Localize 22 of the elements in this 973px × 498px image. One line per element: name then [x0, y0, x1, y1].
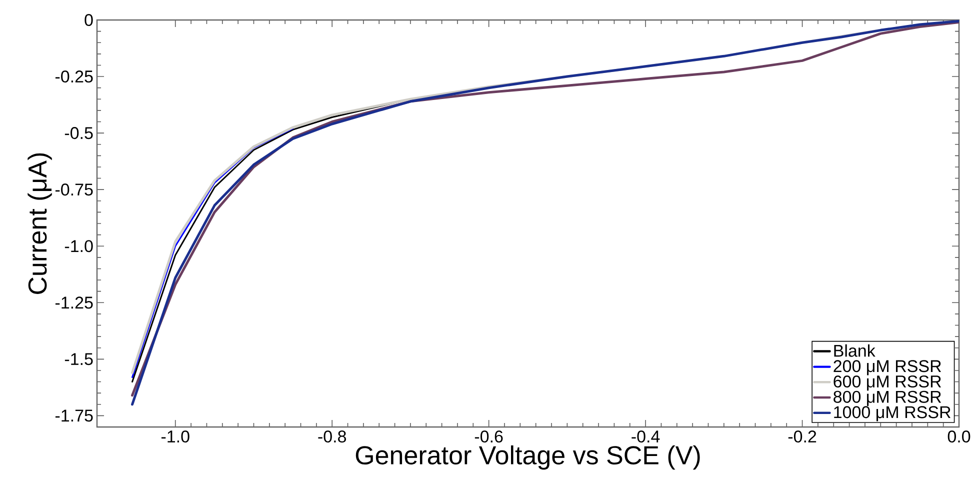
legend-label: 1000 μM RSSR	[834, 406, 950, 422]
y-tick-label: -1.25	[55, 296, 93, 309]
y-tick-label: 0	[84, 14, 93, 26]
y-tick-label: -0.5	[64, 127, 93, 140]
x-tick-label: -0.6	[474, 430, 503, 443]
y-tick-label: -0.25	[55, 70, 93, 83]
legend-label: 800 μM RSSR	[834, 390, 942, 406]
x-tick-label: -0.4	[632, 430, 660, 443]
line-series	[132, 128, 294, 378]
y-axis-title: Current (μA)	[28, 153, 52, 294]
x-tick-label: -1.0	[161, 430, 190, 443]
x-tick-label: 0.0	[948, 430, 970, 443]
y-tick-label: -1.0	[64, 240, 93, 252]
legend-label: Blank	[834, 344, 876, 357]
legend-label: 600 μM RSSR	[834, 375, 942, 391]
x-tick-label: -0.8	[318, 430, 346, 443]
y-tick-label: -1.5	[64, 353, 93, 366]
x-tick-label: -0.2	[788, 430, 816, 443]
y-tick-label: -0.75	[55, 184, 93, 196]
y-tick-label: -1.75	[55, 410, 93, 422]
legend-label: 200 μM RSSR	[834, 360, 942, 376]
x-axis-title: Generator Voltage vs SCE (V)	[356, 445, 700, 470]
